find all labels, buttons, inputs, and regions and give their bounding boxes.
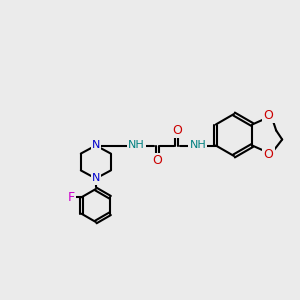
Text: F: F: [68, 191, 75, 204]
Text: O: O: [264, 148, 274, 161]
Text: NH: NH: [128, 140, 145, 151]
Text: O: O: [264, 109, 274, 122]
Text: N: N: [92, 140, 100, 151]
Text: NH: NH: [189, 140, 206, 151]
Text: N: N: [92, 173, 100, 184]
Text: O: O: [152, 154, 162, 167]
Text: O: O: [172, 124, 182, 137]
